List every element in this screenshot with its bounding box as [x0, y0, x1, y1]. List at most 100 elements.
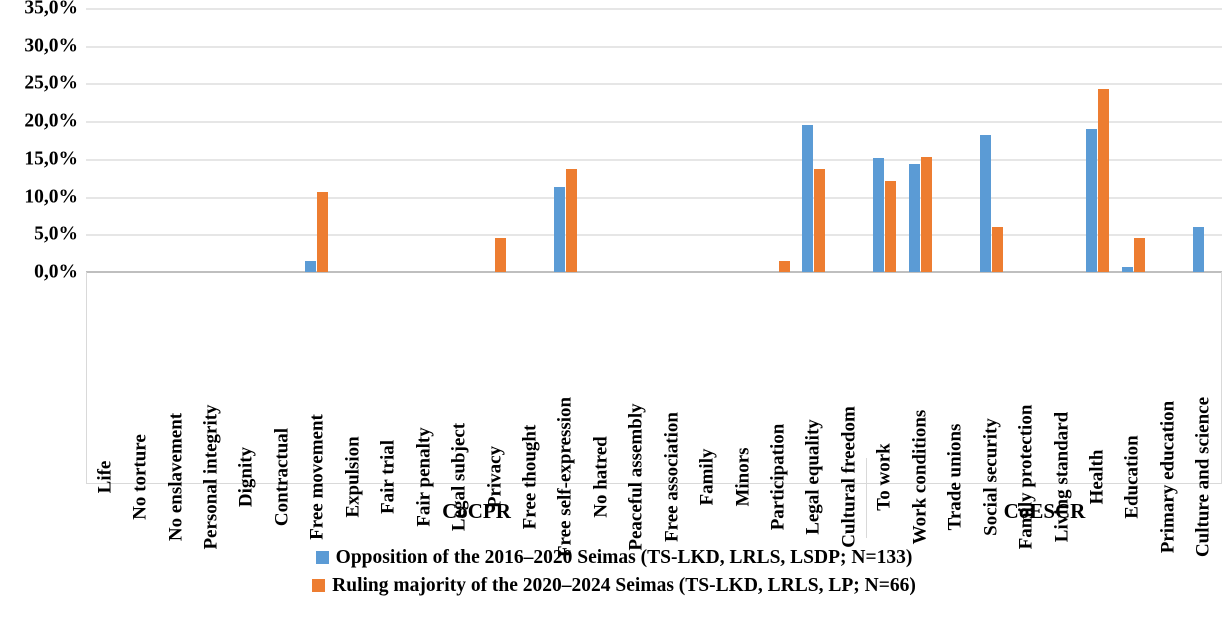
bar-series-a [1192, 226, 1204, 272]
bar-series-b [317, 192, 329, 272]
bar-group [264, 8, 300, 272]
category-label-cell: Minors [725, 272, 760, 506]
category-label-cell: Contractual [264, 272, 299, 526]
bar-group [1080, 8, 1116, 272]
bar-series-a [1121, 266, 1133, 272]
gridline [86, 45, 1222, 48]
bar-group [1116, 8, 1152, 272]
bar-group [512, 8, 548, 272]
bar-group [867, 8, 903, 272]
legend-item[interactable]: Ruling majority of the 2020–2024 Seimas … [312, 574, 916, 596]
bar-group [903, 8, 939, 272]
category-label-cell: Free self-expression [548, 272, 583, 557]
category-label-cell: Free movement [300, 272, 335, 540]
category-label-cell: Social security [973, 272, 1008, 536]
bar-group [548, 8, 584, 272]
category-label-cell: Expulsion [335, 272, 370, 517]
category-label-cell: No enslavement [158, 272, 193, 541]
y-axis-tick-label: 10,0% [24, 185, 78, 207]
category-label-cell: Free thought [512, 272, 547, 530]
gridline [86, 8, 1222, 10]
category-label-cell: No hatred [583, 272, 618, 517]
bar-group [974, 8, 1010, 272]
bar-series-b [885, 180, 897, 272]
category-label-cell: Culture and science [1186, 272, 1221, 557]
category-label-cell: Free association [654, 272, 689, 542]
x-axis-line [86, 271, 1222, 273]
bar-series-a [1086, 129, 1098, 272]
category-label-cell: Legal equality [796, 272, 831, 535]
bar-group [86, 8, 122, 272]
category-label-band: Life No torture No enslavement Personal int… [86, 272, 1222, 557]
bar-group [654, 8, 690, 272]
bar-series-b [814, 169, 826, 272]
gridline [86, 121, 1222, 124]
group-label-band: CoCPR CoESCR [86, 458, 1222, 538]
bar-series-b [1133, 238, 1145, 272]
bar-group [1009, 8, 1045, 272]
bar-group [938, 8, 974, 272]
bar-series-a [908, 164, 920, 272]
legend-swatch-icon [312, 578, 326, 592]
category-label-cell: Cultural freedom [831, 272, 866, 548]
bar-group [1151, 8, 1187, 272]
category-label-cell: Family [689, 272, 724, 506]
bar-group [370, 8, 406, 272]
category-label-cell: Privacy [477, 272, 512, 508]
bar-group [335, 8, 371, 272]
y-axis-tick-label: 0,0% [34, 261, 78, 283]
bar-series-b [920, 157, 932, 272]
y-axis: 35,0% 30,0% 25,0% 20,0% 15,0% 10,0% 5,0% 0,0% [0, 0, 78, 281]
bar-series-b [565, 168, 577, 272]
category-label-cell: Living standard [1044, 272, 1079, 542]
bar-series-a [553, 186, 565, 272]
y-axis-tick-label: 5,0% [34, 223, 78, 245]
bar-group [761, 8, 797, 272]
category-label-cell: Fair penalty [406, 272, 441, 526]
bar-group [157, 8, 193, 272]
gridline [86, 158, 1222, 161]
category-label-cell: Peaceful assembly [619, 272, 654, 550]
bar-group [406, 8, 442, 272]
bar-series-b [778, 260, 790, 272]
bar-group [796, 8, 832, 272]
category-label-cell: Legal subject [441, 272, 476, 531]
bar-group [299, 8, 335, 272]
gridline [86, 196, 1222, 199]
bar-group [619, 8, 655, 272]
y-axis-tick-label: 35,0% [24, 0, 78, 19]
category-label-cell: Family protection [1008, 272, 1043, 550]
bar-group [477, 8, 513, 272]
bar-series-a [802, 124, 814, 272]
bar-series-b [1098, 89, 1110, 272]
bar-group [441, 8, 477, 272]
bar-series-b [991, 226, 1003, 272]
group-label: CoCPR [86, 458, 867, 538]
legend-item[interactable]: Opposition of the 2016–2020 Seimas (TS-L… [315, 548, 912, 568]
category-label-cell: To work [867, 272, 902, 510]
legend-label: Ruling majority of the 2020–2024 Seimas … [332, 574, 916, 596]
bar-series-a [305, 260, 317, 272]
category-label-cell: Primary education [1150, 272, 1185, 554]
group-label-text: CoESCR [1003, 498, 1086, 523]
category-label-cell: Education [1115, 272, 1150, 518]
category-label-cell: Life [87, 272, 122, 494]
y-axis-tick-label: 20,0% [24, 110, 78, 132]
gridline [86, 234, 1222, 237]
group-label-text: CoCPR [442, 498, 511, 523]
bar-group [193, 8, 229, 272]
bar-group [1045, 8, 1081, 272]
category-label-cell: Trade unions [938, 272, 973, 531]
legend-swatch-icon [315, 551, 329, 565]
y-axis-tick-label: 30,0% [24, 34, 78, 56]
plot-area [86, 8, 1222, 272]
category-label-cell: No torture [122, 272, 157, 520]
category-label-cell: Participation [760, 272, 795, 531]
bar-group [122, 8, 158, 272]
bar-group [832, 8, 868, 272]
y-axis-tick-label: 25,0% [24, 72, 78, 94]
bar-group [1187, 8, 1223, 272]
bar-group [725, 8, 761, 272]
bar-series-a [873, 158, 885, 272]
bar-group [690, 8, 726, 272]
